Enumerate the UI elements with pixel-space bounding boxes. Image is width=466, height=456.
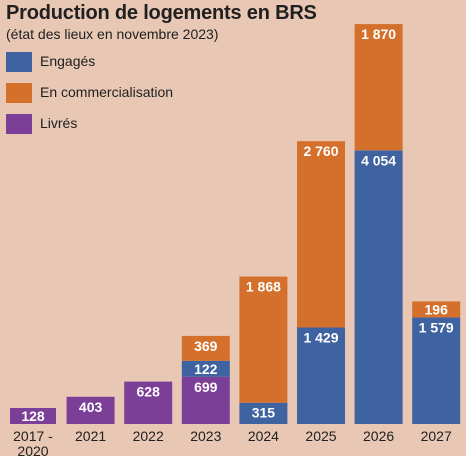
data-label-7-1: 1 579 (419, 319, 454, 335)
bar-segment-en-commercialisation-4 (239, 276, 288, 403)
legend-label-commercialisation: En commercialisation (40, 84, 174, 100)
data-label-4-1: 315 (252, 405, 276, 421)
legend-label-engages: Engagés (40, 53, 96, 69)
x-tick-label-7: 2027 (421, 428, 452, 444)
data-label-7-2: 196 (425, 301, 449, 317)
legend-swatch-livres (6, 114, 32, 134)
x-tick-label-1: 2021 (75, 428, 106, 444)
legend-item-livres: Livrés (6, 114, 266, 134)
bar-segment-en-commercialisation-5 (297, 141, 345, 328)
data-label-5-1: 1 429 (303, 330, 338, 346)
x-tick-label-0: 2017 -2020 (13, 428, 53, 456)
x-tick-label-5: 2025 (305, 428, 336, 444)
bar-segment-engag-s-6 (354, 150, 403, 424)
data-label-3-2: 369 (194, 338, 218, 354)
bar-segment-livr-s-2 (124, 381, 173, 424)
bar-segment-livr-s-0 (10, 408, 56, 424)
bar-segment-en-commercialisation-7 (412, 301, 461, 318)
bar-segment-en-commercialisation-6 (354, 24, 403, 151)
legend: Engagés En commercialisation Livrés (6, 52, 266, 145)
chart-title: Production de logements en BRS (6, 2, 317, 24)
bar-segment-en-commercialisation-3 (181, 335, 230, 361)
x-tick-label-3: 2023 (190, 428, 221, 444)
x-tick-label-2: 2022 (133, 428, 164, 444)
bar-segment-engag-s-5 (297, 327, 345, 424)
bar-segment-livr-s-1 (66, 396, 115, 424)
bar-segment-engag-s-3 (181, 360, 230, 377)
data-label-5-2: 2 760 (303, 143, 338, 159)
legend-item-commercialisation: En commercialisation (6, 83, 266, 103)
legend-item-engages: Engagés (6, 52, 266, 72)
data-label-3-0: 699 (194, 379, 218, 395)
legend-swatch-engages (6, 52, 32, 72)
bar-segment-engag-s-7 (412, 317, 461, 424)
x-tick-label-4: 2024 (248, 428, 279, 444)
data-label-2-0: 628 (137, 384, 161, 400)
bar-segment-livr-s-3 (181, 376, 230, 424)
bar-segment-engag-s-4 (239, 402, 288, 424)
legend-swatch-commercialisation (6, 83, 32, 103)
legend-label-livres: Livrés (40, 115, 78, 131)
data-label-3-1: 122 (194, 361, 218, 377)
data-label-6-1: 4 054 (361, 152, 396, 168)
data-label-6-2: 1 870 (361, 26, 396, 42)
data-label-0-0: 128 (21, 408, 45, 424)
data-label-1-0: 403 (79, 399, 103, 415)
chart-subtitle: (état des lieux en novembre 2023) (6, 26, 219, 42)
data-label-4-2: 1 868 (246, 279, 281, 295)
x-tick-label-6: 2026 (363, 428, 394, 444)
